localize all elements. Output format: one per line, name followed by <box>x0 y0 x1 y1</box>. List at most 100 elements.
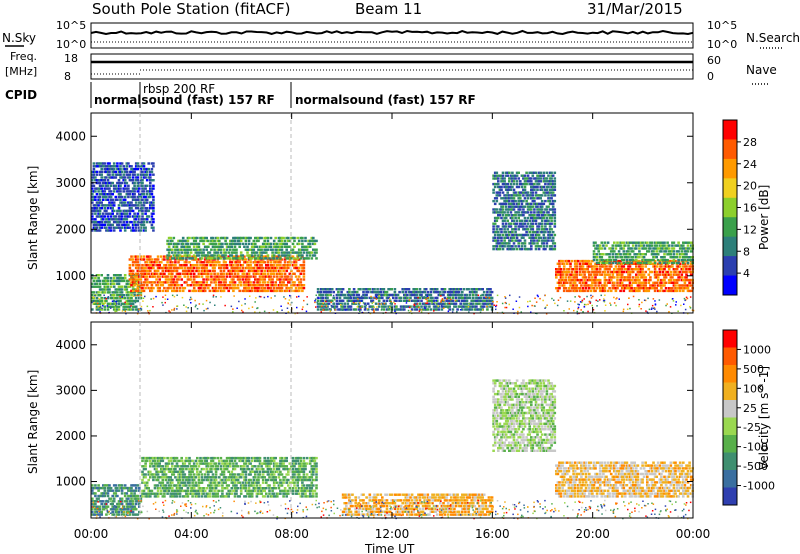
data-cell <box>94 176 97 179</box>
data-cell <box>534 222 538 225</box>
data-cell <box>489 302 492 305</box>
data-cell <box>166 239 169 243</box>
data-cell <box>617 261 621 265</box>
data-cell <box>139 289 143 293</box>
data-cell <box>550 245 553 248</box>
noise-cell <box>318 297 320 299</box>
data-cell <box>128 204 132 207</box>
data-cell <box>276 286 279 290</box>
data-cell <box>663 281 666 284</box>
data-cell <box>92 170 96 174</box>
data-cell <box>133 195 136 199</box>
data-cell <box>239 275 243 278</box>
data-cell <box>91 229 94 232</box>
data-cell <box>606 270 610 274</box>
data-cell <box>667 253 671 256</box>
data-cell <box>106 193 110 196</box>
data-cell <box>625 241 629 244</box>
data-cell <box>674 284 677 287</box>
data-cell <box>669 276 673 279</box>
data-cell <box>639 268 643 271</box>
data-cell <box>646 244 649 247</box>
data-cell <box>409 305 412 308</box>
data-cell <box>435 302 439 305</box>
data-cell <box>296 269 299 273</box>
data-cell <box>122 294 125 297</box>
data-cell <box>145 264 149 267</box>
data-cell <box>145 184 149 187</box>
data-cell <box>225 266 229 270</box>
data-cell <box>472 302 475 305</box>
data-cell <box>269 261 273 264</box>
data-cell <box>280 251 284 254</box>
data-cell <box>606 261 610 265</box>
data-cell <box>102 181 105 185</box>
data-cell <box>247 284 251 287</box>
data-cell <box>649 284 652 287</box>
data-cell <box>486 308 489 311</box>
data-cell <box>105 279 108 283</box>
data-cell <box>116 165 119 168</box>
data-cell <box>551 211 555 214</box>
data-cell <box>636 276 640 279</box>
noise-cell <box>105 298 107 300</box>
data-cell <box>434 288 437 291</box>
data-cell <box>127 305 130 308</box>
data-cell <box>265 248 268 251</box>
data-cell <box>605 253 608 256</box>
data-cell <box>109 204 113 207</box>
data-cell <box>166 261 169 264</box>
data-cell <box>91 193 94 196</box>
data-cell <box>472 299 475 302</box>
data-cell <box>268 266 271 270</box>
data-cell <box>631 268 635 271</box>
data-cell <box>263 239 266 243</box>
data-cell <box>94 220 97 224</box>
data-cell <box>482 302 486 305</box>
data-cell <box>285 264 288 267</box>
data-cell <box>288 264 292 267</box>
data-cell <box>454 296 458 300</box>
data-cell <box>572 287 575 290</box>
data-cell <box>127 291 130 294</box>
data-cell <box>150 266 154 270</box>
data-cell <box>534 191 538 194</box>
data-cell <box>180 255 183 258</box>
data-cell <box>120 195 124 199</box>
data-cell <box>147 255 150 258</box>
data-cell <box>548 177 552 180</box>
data-cell <box>653 276 657 279</box>
data-cell <box>236 242 240 246</box>
data-cell <box>133 229 136 232</box>
data-cell <box>551 242 555 245</box>
data-cell <box>294 275 298 278</box>
data-cell <box>114 215 118 218</box>
data-cell <box>114 184 118 187</box>
data-cell <box>291 264 295 267</box>
data-cell <box>631 281 635 284</box>
data-cell <box>202 286 205 290</box>
data-cell <box>470 290 473 294</box>
data-cell <box>542 233 546 237</box>
data-cell <box>523 242 527 245</box>
data-cell <box>464 293 467 297</box>
data-cell <box>167 269 171 273</box>
data-cell <box>431 299 434 302</box>
data-cell <box>495 174 499 177</box>
data-cell <box>122 296 125 300</box>
data-cell <box>625 276 629 279</box>
data-cell <box>283 264 287 267</box>
data-cell <box>418 290 422 294</box>
data-cell <box>106 179 110 182</box>
data-cell <box>130 276 133 280</box>
data-cell <box>98 285 102 288</box>
data-cell <box>177 258 180 261</box>
data-cell <box>119 212 122 215</box>
data-cell <box>120 276 124 280</box>
data-cell <box>120 291 124 294</box>
data-cell <box>194 251 198 254</box>
data-cell <box>503 182 506 186</box>
data-cell <box>131 261 135 264</box>
data-cell <box>457 299 461 302</box>
data-cell <box>393 308 397 311</box>
